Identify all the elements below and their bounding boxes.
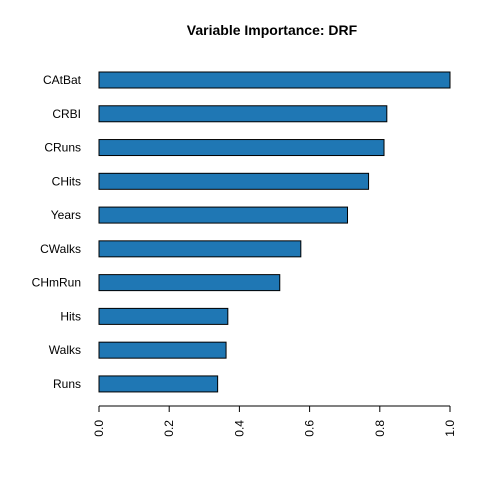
bar-hits xyxy=(98,307,229,325)
x-tick-label: 0.0 xyxy=(92,420,106,437)
category-label-chits: CHits xyxy=(52,174,81,188)
bar-chmrun xyxy=(98,274,281,292)
bar-catbat xyxy=(98,71,451,89)
category-label-years: Years xyxy=(51,208,81,222)
category-label-runs: Runs xyxy=(53,377,81,391)
x-tick-label: 0.6 xyxy=(303,420,317,437)
category-label-chmrun: CHmRun xyxy=(32,276,81,290)
bar-crbi xyxy=(98,105,388,123)
category-label-cwalks: CWalks xyxy=(40,242,81,256)
bar-years xyxy=(98,206,349,224)
category-label-hits: Hits xyxy=(60,309,81,323)
bar-walks xyxy=(98,341,227,359)
bar-cruns xyxy=(98,139,385,157)
bar-chits xyxy=(98,172,370,190)
bar-cwalks xyxy=(98,240,302,258)
bars-group xyxy=(98,71,451,393)
chart-title: Variable Importance: DRF xyxy=(187,22,358,38)
bar-runs xyxy=(98,375,219,393)
x-tick-label: 1.0 xyxy=(443,420,457,437)
x-tick-label: 0.8 xyxy=(373,420,387,437)
x-axis: 0.0 0.2 0.4 0.6 0.8 1.0 xyxy=(92,405,457,437)
category-label-crbi: CRBI xyxy=(52,107,81,121)
x-tick-label: 0.2 xyxy=(162,420,176,437)
x-tick-label: 0.4 xyxy=(232,420,246,437)
category-labels: CAtBat CRBI CRuns CHits Years CWalks CHmRun Hit… xyxy=(32,73,82,391)
category-label-cruns: CRuns xyxy=(44,141,81,155)
category-label-walks: Walks xyxy=(49,343,81,357)
category-label-catbat: CAtBat xyxy=(43,73,82,87)
